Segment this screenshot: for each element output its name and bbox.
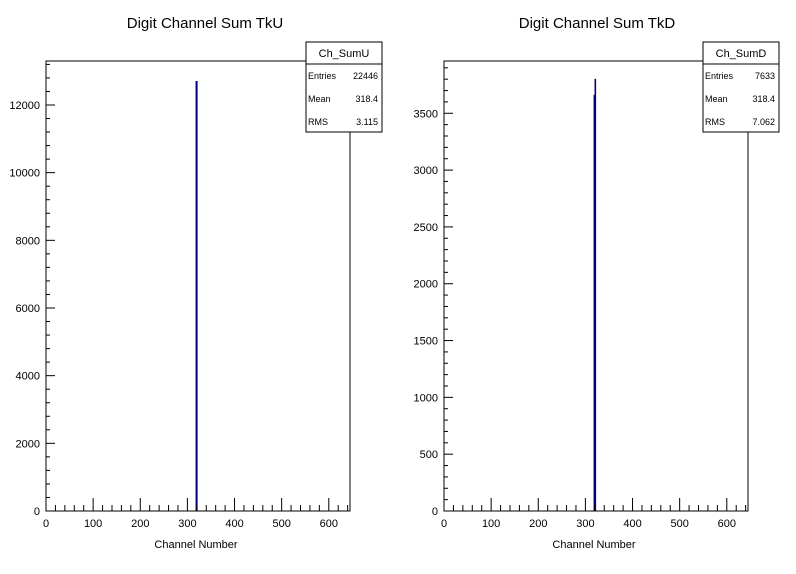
stats-row-value: 7.062 (752, 117, 775, 127)
stats-row-label: Mean (308, 94, 331, 104)
stats-box: Ch_SumU Entries 22446 Mean 318.4 RMS 3.115 (305, 41, 383, 133)
x-axis-title: Channel Number (552, 539, 635, 551)
x-tick-label: 100 (84, 518, 102, 530)
histogram-bar (195, 81, 198, 512)
histogram-pad-2: Digit Channel Sum TkD 0 100 200 300 400 500 600… (414, 15, 780, 551)
stats-row-label: RMS (705, 117, 725, 127)
stats-box-frame (702, 41, 780, 133)
stats-row-value: 318.4 (752, 94, 775, 104)
x-tick-label: 300 (576, 518, 594, 530)
stats-row-value: 318.4 (355, 94, 378, 104)
y-tick-label: 4000 (16, 371, 40, 383)
histogram-bar (594, 78, 597, 512)
stats-row-label: RMS (308, 117, 328, 127)
y-tick-label: 12000 (9, 100, 40, 112)
y-tick-label: 1500 (414, 336, 438, 348)
stats-row-value: 22446 (353, 71, 378, 81)
stats-box-name: Ch_SumD (716, 48, 767, 60)
x-tick-label: 300 (178, 518, 196, 530)
x-tick-label: 500 (670, 518, 688, 530)
chart-title: Digit Channel Sum TkD (519, 15, 676, 32)
stats-row-value: 7633 (755, 71, 775, 81)
y-tick-label: 0 (432, 506, 438, 518)
x-tick-label: 600 (320, 518, 338, 530)
plot-frame (45, 60, 351, 512)
y-tick-label: 3000 (414, 165, 438, 177)
y-tick-label: 6000 (16, 303, 40, 315)
x-tick-label: 200 (529, 518, 547, 530)
histogram-pad-1: Digit Channel Sum TkU 0 100 200 300 400 500 600… (9, 15, 383, 551)
stats-box-frame (305, 41, 383, 133)
x-tick-label: 600 (718, 518, 736, 530)
x-tick-label: 200 (131, 518, 149, 530)
x-tick-label: 100 (482, 518, 500, 530)
y-tick-label: 0 (34, 506, 40, 518)
x-tick-label: 400 (225, 518, 243, 530)
y-tick-label: 2000 (16, 438, 40, 450)
x-tick-label: 500 (272, 518, 290, 530)
x-tick-label: 400 (623, 518, 641, 530)
chart-title: Digit Channel Sum TkU (127, 15, 283, 32)
y-tick-label: 1000 (414, 392, 438, 404)
y-tick-label: 2000 (414, 279, 438, 291)
stats-row-value: 3.115 (356, 117, 378, 127)
stats-row-label: Mean (705, 94, 728, 104)
stats-box: Ch_SumD Entries 7633 Mean 318.4 RMS 7.062 (702, 41, 780, 133)
stats-row-label: Entries (705, 71, 734, 81)
stats-box-name: Ch_SumU (319, 48, 370, 60)
x-axis-title: Channel Number (154, 539, 237, 551)
x-tick-label: 0 (441, 518, 447, 530)
y-tick-label: 8000 (16, 235, 40, 247)
y-tick-label: 2500 (414, 222, 438, 234)
stats-row-label: Entries (308, 71, 337, 81)
plot-frame (443, 60, 749, 512)
y-tick-label: 3500 (414, 108, 438, 120)
y-tick-label: 500 (420, 449, 438, 461)
y-tick-label: 10000 (9, 168, 40, 180)
x-tick-label: 0 (43, 518, 49, 530)
